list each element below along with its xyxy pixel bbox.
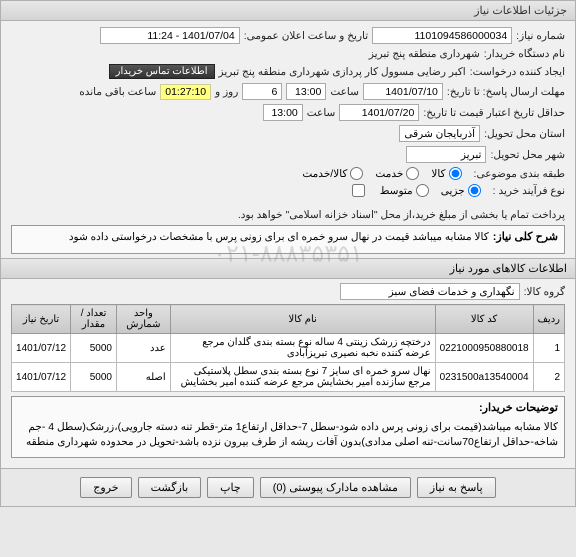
countdown-timer: 01:27:10 — [160, 84, 211, 100]
buyer-notes-box: توضیحات خریدار: کالا مشابه میباشد(قیمت ب… — [11, 396, 565, 458]
print-button[interactable]: چاپ — [207, 477, 254, 498]
category-service-radio[interactable] — [406, 167, 419, 180]
buyer-notes-label: توضیحات خریدار: — [468, 401, 558, 414]
attach-label: مشاهده مادارک پیوستی — [289, 482, 398, 494]
payment-checkbox[interactable] — [352, 184, 365, 197]
announce-value: 1401/07/04 - 11:24 — [100, 27, 240, 44]
back-button[interactable]: بازگشت — [138, 477, 202, 498]
province-value: آذربایجان شرقی — [399, 125, 480, 142]
buytype-med-option[interactable]: متوسط — [380, 184, 429, 197]
cell: 5000 — [71, 334, 117, 363]
cell: نهال سرو خمره ای سایز 7 نوع بسته بندی سط… — [170, 363, 435, 392]
creator-value: اکبر رضایی مسوول کار پردازی شهرداری منطق… — [219, 66, 466, 78]
attach-count: 0 — [276, 482, 282, 494]
city-label: شهر محل تحویل: — [490, 149, 565, 161]
table-row: 2 0231500a13540004 نهال سرو خمره ای سایز… — [12, 363, 565, 392]
deadline-date: 1401/07/10 — [363, 83, 443, 100]
category-both-radio[interactable] — [350, 167, 363, 180]
need-desc-label: شرح کلی نیاز: — [493, 230, 558, 243]
cell: درختچه زرشک زینتی 4 ساله نوع بسته بندی گ… — [170, 334, 435, 363]
table-row: 1 0221000950880018 درختچه زرشک زینتی 4 س… — [12, 334, 565, 363]
buyer-value: شهرداری منطقه پنج تبریز — [369, 48, 480, 60]
buyer-label: نام دستگاه خریدار: — [484, 48, 565, 60]
validity-date: 1401/07/20 — [339, 104, 419, 121]
col-row: ردیف — [533, 305, 564, 334]
col-date: تاریخ نیاز — [12, 305, 71, 334]
col-name: نام کالا — [170, 305, 435, 334]
category-goods-label: کالا — [431, 168, 445, 180]
goods-section-title: اطلاعات کالاهای مورد نیاز — [1, 258, 575, 279]
category-both-label: کالا/خدمت — [302, 168, 347, 180]
table-header-row: ردیف کد کالا نام کالا واحد شمارش تعداد /… — [12, 305, 565, 334]
attachments-button[interactable]: مشاهده مادارک پیوستی (0) — [260, 477, 411, 498]
cell: 0221000950880018 — [435, 334, 533, 363]
buytype-low-label: جزیی — [441, 185, 465, 197]
group-value: نگهداری و خدمات فضای سبز — [340, 283, 520, 300]
col-unit: واحد شمارش — [116, 305, 170, 334]
buytype-med-label: متوسط — [380, 185, 413, 197]
category-both-option[interactable]: کالا/خدمت — [302, 167, 363, 180]
cell: اصله — [116, 363, 170, 392]
request-no-label: شماره نیاز: — [516, 30, 565, 42]
buytype-low-option[interactable]: جزیی — [441, 184, 481, 197]
panel-title: جزئیات اطلاعات نیاز — [1, 1, 575, 21]
time-label-2: ساعت — [307, 107, 336, 119]
need-desc-text: کالا مشابه میباشد قیمت در نهال سرو خمره … — [69, 230, 489, 245]
days-remaining: 6 — [242, 83, 282, 100]
category-label: طبقه بندی موضوعی: — [474, 168, 565, 180]
deadline-time: 13:00 — [286, 83, 326, 100]
cell: 1 — [533, 334, 564, 363]
category-service-label: خدمت — [375, 168, 403, 180]
footer-buttons: پاسخ به نیاز مشاهده مادارک پیوستی (0) چا… — [1, 468, 575, 506]
deadline-label: مهلت ارسال پاسخ: تا تاریخ: — [447, 86, 565, 98]
cell: عدد — [116, 334, 170, 363]
city-value: تبریز — [406, 146, 486, 163]
cell: 1401/07/12 — [12, 334, 71, 363]
buytype-low-radio[interactable] — [468, 184, 481, 197]
request-no: 1101094586000034 — [372, 27, 512, 44]
reply-button[interactable]: پاسخ به نیاز — [417, 477, 496, 498]
time-label-1: ساعت — [330, 86, 359, 98]
payment-note: پرداخت تمام یا بخشی از مبلغ خرید،از محل … — [238, 209, 565, 221]
countdown-label: ساعت باقی مانده — [79, 86, 156, 98]
goods-table: ردیف کد کالا نام کالا واحد شمارش تعداد /… — [11, 304, 565, 392]
hours-label: روز و — [215, 86, 238, 98]
creator-label: ایجاد کننده درخواست: — [470, 66, 565, 78]
category-goods-option[interactable]: کالا — [431, 167, 461, 180]
validity-label: حداقل تاریخ اعتبار قیمت تا تاریخ: — [423, 107, 565, 119]
contact-buyer-button[interactable]: اطلاعات تماس خریدار — [109, 64, 215, 79]
category-goods-radio[interactable] — [449, 167, 462, 180]
exit-button[interactable]: خروج — [80, 477, 131, 498]
validity-time: 13:00 — [263, 104, 303, 121]
category-service-option[interactable]: خدمت — [375, 167, 419, 180]
group-label: گروه کالا: — [524, 286, 565, 298]
cell: 0231500a13540004 — [435, 363, 533, 392]
cell: 5000 — [71, 363, 117, 392]
cell: 1401/07/12 — [12, 363, 71, 392]
buytype-label: نوع فرآیند خرید : — [493, 185, 565, 197]
need-description-box: شرح کلی نیاز: کالا مشابه میباشد قیمت در … — [11, 225, 565, 254]
announce-label: تاریخ و ساعت اعلان عمومی: — [244, 30, 368, 42]
province-label: استان محل تحویل: — [484, 128, 565, 140]
buyer-notes-text: کالا مشابه میباشد(قیمت برای زونی پرس داد… — [18, 420, 558, 449]
cell: 2 — [533, 363, 564, 392]
col-code: کد کالا — [435, 305, 533, 334]
col-qty: تعداد / مقدار — [71, 305, 117, 334]
buytype-med-radio[interactable] — [416, 184, 429, 197]
